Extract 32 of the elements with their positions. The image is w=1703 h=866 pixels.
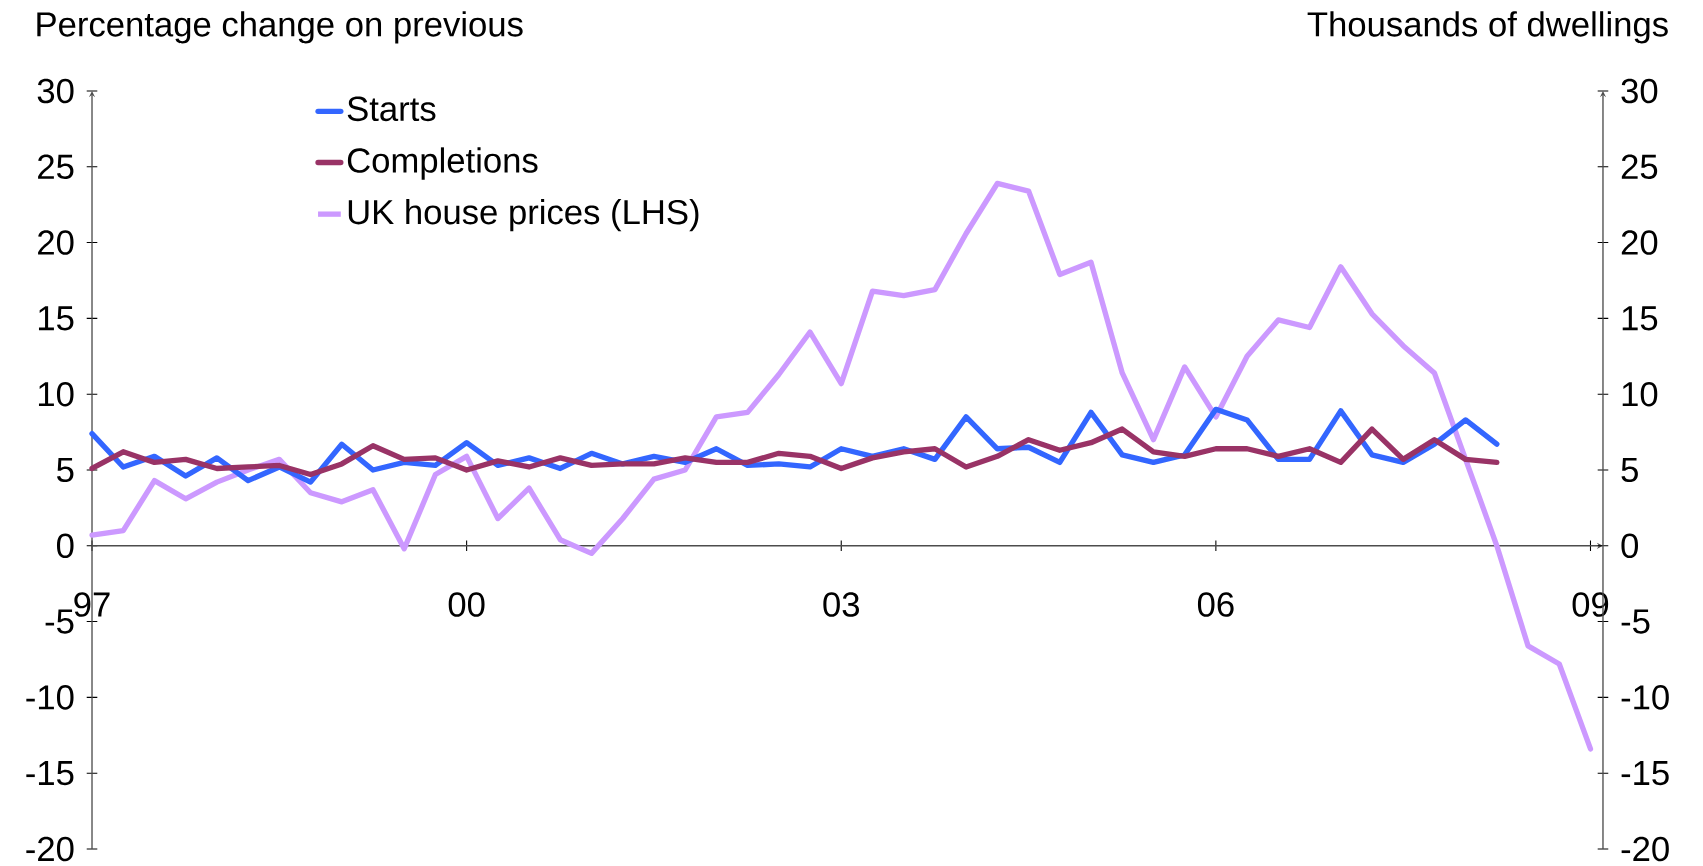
y-tick-label: 0 xyxy=(56,533,74,559)
y-tick-label: 15 xyxy=(38,306,74,331)
x-tick-label: 03 xyxy=(823,592,859,617)
y2-tick-label: -20 xyxy=(1621,836,1669,862)
y-tick-label: 20 xyxy=(38,230,74,255)
y2-tick-label: 25 xyxy=(1621,154,1658,180)
y-tick-label: 30 xyxy=(37,78,74,104)
legend-label: Starts xyxy=(347,96,436,122)
y-tick-label: 10 xyxy=(38,381,74,407)
y-tick-label: 5 xyxy=(57,457,74,483)
y-tick-label: -10 xyxy=(26,685,74,710)
x-tick-label: 00 xyxy=(448,592,485,617)
legend-label: UK house prices (LHS) xyxy=(348,198,699,232)
y-axis-title: Percentage change on previous xyxy=(37,11,523,44)
y2-tick-label: -15 xyxy=(1621,761,1669,786)
y2-tick-label: 15 xyxy=(1622,306,1658,331)
x-tick-label: 09 xyxy=(1572,592,1609,617)
y2-tick-label: 5 xyxy=(1621,457,1638,483)
y2-tick-label: 10 xyxy=(1622,381,1658,407)
y2-tick-label: 20 xyxy=(1621,230,1658,255)
y-tick-label: -15 xyxy=(26,761,74,786)
y2-axis-title: Thousands of dwellings xyxy=(1307,11,1668,44)
y2-tick-label: -10 xyxy=(1621,685,1669,710)
y2-tick-label: 0 xyxy=(1621,533,1639,559)
y-tick-label: 25 xyxy=(38,154,74,180)
y-tick-label: -20 xyxy=(26,836,74,862)
y-tick-label: -5 xyxy=(45,609,74,634)
y2-tick-label: -5 xyxy=(1621,609,1650,634)
y2-tick-label: 30 xyxy=(1621,78,1658,104)
x-tick-label: 06 xyxy=(1197,592,1234,617)
x-tick-label: 97 xyxy=(74,592,110,617)
legend-label: Completions xyxy=(347,147,538,180)
